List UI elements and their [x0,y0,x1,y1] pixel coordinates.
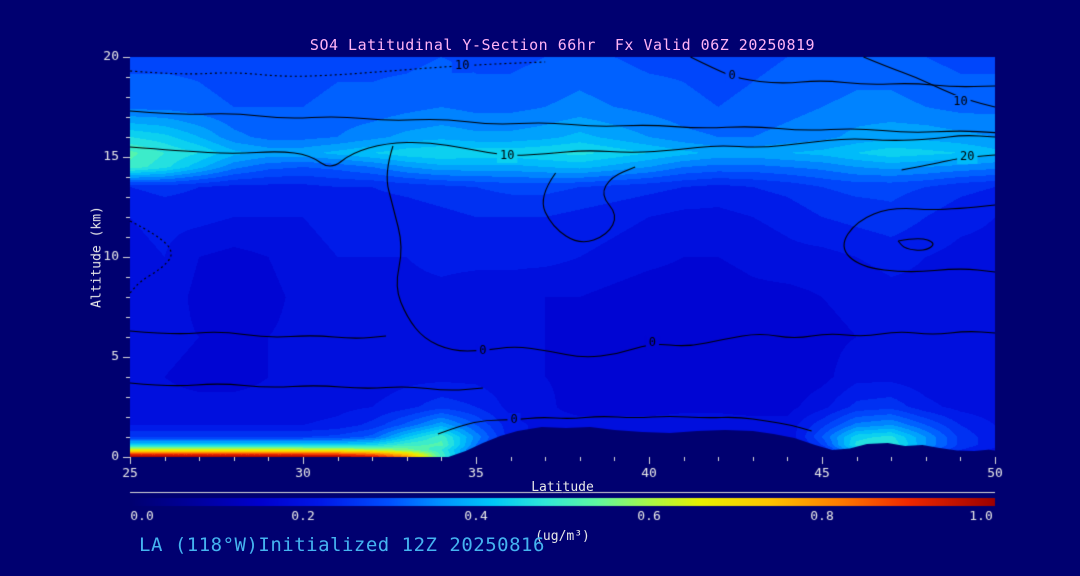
chart-title: SO4 Latitudinal Y-Section 66hr Fx Valid … [309,36,816,54]
y-axis-label: Altitude (km) [89,206,105,308]
colorbar-units-label: (ug/m³) [535,529,590,544]
x-axis-label: Latitude [531,480,594,495]
init-time-annotation: LA (118°W)Initialized 12Z 20250816 [139,534,545,556]
